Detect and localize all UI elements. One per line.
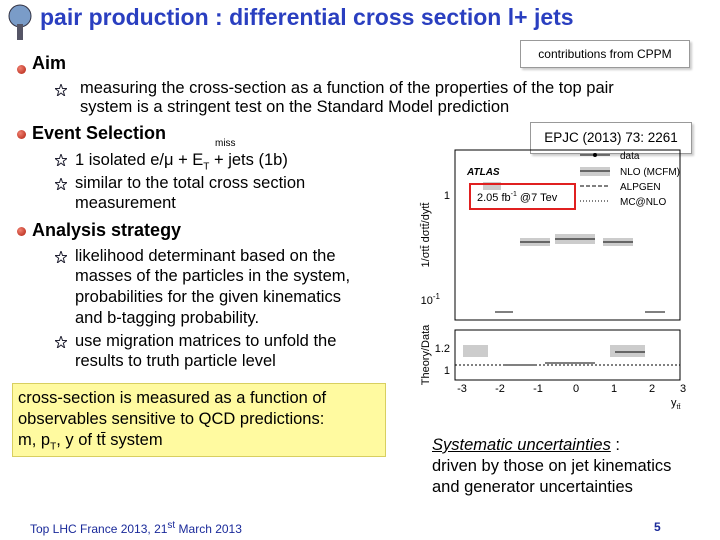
text: @7 Tev	[517, 192, 558, 204]
sub-bullet	[55, 178, 67, 190]
text: m, p	[18, 431, 51, 449]
text: 2.05 fb	[477, 192, 511, 204]
x-tick-label: 1	[611, 383, 617, 395]
plot-content	[455, 182, 680, 366]
text: Top LHC France 2013, 21	[30, 522, 168, 536]
x-tick-label: 3	[680, 383, 686, 395]
sub-bullet	[55, 84, 67, 96]
x-tick-label: 2	[649, 383, 655, 395]
x-label: ytt̄	[671, 397, 680, 411]
y-tick-label: 10-1	[421, 292, 441, 307]
plot-frame	[454, 149, 681, 321]
text: cross-section is measured as a function …	[18, 389, 327, 407]
text: measurement	[75, 194, 176, 212]
text: results to truth particle level	[75, 352, 276, 370]
legend: data NLO (MCFM) ALPGEN MC@NLO	[580, 151, 680, 208]
x-tick-label: -2	[495, 383, 505, 395]
footer: Top LHC France 2013, 21st March 2013	[30, 520, 242, 536]
bullet	[17, 130, 26, 139]
text: y	[671, 397, 677, 409]
text: system is a stringent test on the Standa…	[80, 98, 510, 116]
highlight-box	[469, 183, 576, 210]
legend-label: MC@NLO	[620, 197, 666, 208]
logo	[8, 4, 32, 40]
text: -1	[433, 292, 441, 301]
text: Systematic uncertainties	[432, 436, 611, 454]
text: and generator uncertainties	[432, 478, 633, 496]
text: 1 isolated e/μ + ET + jets (1b)	[75, 150, 288, 177]
text: and b-tagging probability.	[75, 309, 260, 327]
reference: EPJC (2013) 73: 2261	[530, 122, 692, 154]
text: similar to the total cross section	[75, 174, 306, 192]
superscript: miss	[215, 138, 236, 149]
text: masses of the particles in the system,	[75, 267, 351, 285]
text: March 2013	[175, 522, 242, 536]
text: driven by those on jet kinematics	[432, 457, 672, 475]
text: observables sensitive to QCD predictions…	[18, 410, 325, 428]
y-label: 1/σtt̄ dσtt̄/dytt̄	[420, 202, 432, 267]
bullet	[17, 227, 26, 236]
text: + jets (1b)	[209, 151, 288, 169]
subscript: T	[50, 441, 57, 453]
heading: Analysis strategy	[32, 220, 182, 240]
text: 10	[421, 295, 433, 307]
title: pair production : differential cross sec…	[40, 4, 574, 30]
y-label: Theory/Data	[420, 324, 432, 385]
heading: Event Selection	[32, 123, 167, 143]
badge: contributions from CPPM	[520, 40, 690, 68]
bullet	[17, 65, 26, 74]
text: -1	[511, 191, 517, 198]
y-tick-label: 1.2	[435, 343, 450, 355]
y-tick-label: 1	[444, 190, 450, 202]
luminosity: 2.05 fb-1 @7 Tev	[477, 191, 558, 204]
text: probabilities for the given kinematics	[75, 288, 341, 306]
sub-bullet	[55, 251, 67, 263]
x-tick-label: -1	[533, 383, 543, 395]
experiment: ATLAS	[466, 167, 500, 178]
sub-bullet	[55, 154, 67, 166]
y-tick-label: 1	[444, 365, 450, 377]
heading: Aim	[32, 53, 67, 73]
x-tick-label: -3	[457, 383, 467, 395]
legend-label: ALPGEN	[620, 182, 661, 193]
text: , y of tt̄ system	[56, 431, 163, 449]
note: Systematic uncertainties :	[432, 435, 620, 455]
text: :	[610, 436, 620, 454]
text: 1 isolated e/μ + E	[75, 151, 204, 169]
text: m, pT, y of tt̄ system	[18, 430, 163, 457]
superscript: st	[167, 520, 176, 531]
summary-box	[12, 383, 386, 457]
x-tick-label: 0	[573, 383, 579, 395]
legend-label: data	[620, 151, 640, 162]
subscript: T	[203, 161, 210, 173]
text: use migration matrices to unfold the	[75, 332, 337, 350]
legend-label: NLO (MCFM)	[620, 167, 680, 178]
plot-frame	[454, 329, 681, 381]
page-number: 5	[654, 520, 661, 534]
text: tt̄	[677, 403, 681, 411]
text: measuring the cross-section as a functio…	[80, 79, 614, 97]
plot: 2.05 fb-1 @7 Tev ATLAS data NLO (MCFM) A…	[420, 149, 686, 411]
sub-bullet	[55, 336, 67, 348]
text: likelihood determinant based on the	[75, 247, 336, 265]
